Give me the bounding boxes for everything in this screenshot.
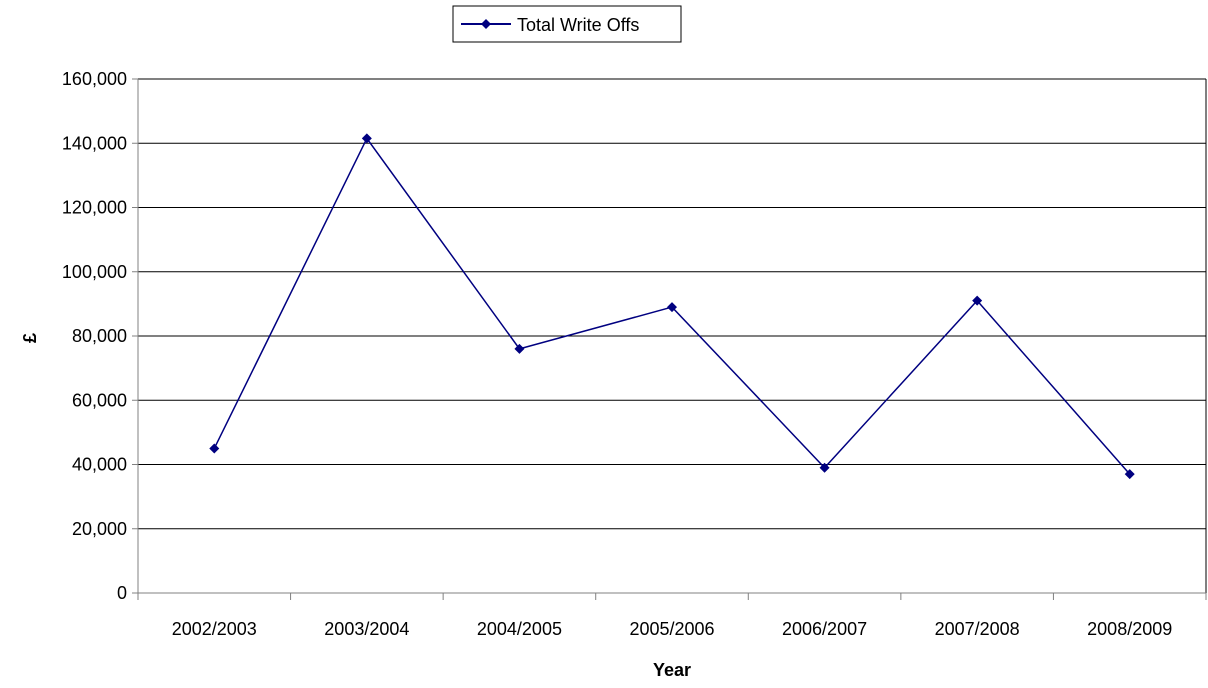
x-tick-label: 2007/2008 [935, 619, 1020, 639]
y-tick-label: 100,000 [62, 262, 127, 282]
x-tick-label: 2004/2005 [477, 619, 562, 639]
gridlines [138, 78, 1206, 530]
legend: Total Write Offs [452, 5, 682, 43]
y-tick-label: 40,000 [72, 455, 127, 475]
axes [132, 78, 1207, 600]
y-tick-label: 60,000 [72, 390, 127, 410]
data-point-marker [972, 295, 983, 306]
y-tick-label: 140,000 [62, 133, 127, 153]
x-axis-title: Year [653, 660, 691, 680]
x-tick-label: 2006/2007 [782, 619, 867, 639]
x-tick-label: 2008/2009 [1087, 619, 1172, 639]
data-point-marker [667, 302, 677, 313]
x-tick-label: 2005/2006 [629, 619, 714, 639]
x-tick-labels: 2002/2003 2003/2004 2004/2005 2005/2006 2006… [172, 619, 1173, 639]
y-tick-label: 20,000 [72, 519, 127, 539]
y-axis-title: £ [20, 333, 40, 343]
data-point-marker [1124, 469, 1135, 480]
data-point-marker [819, 462, 830, 473]
data-point-marker [514, 343, 525, 354]
y-tick-label: 160,000 [62, 69, 127, 89]
y-tick-label: 120,000 [62, 198, 127, 218]
data-point-marker [209, 443, 220, 454]
legend-swatch-marker [481, 19, 491, 29]
data-point-marker [361, 133, 372, 144]
legend-label: Total Write Offs [517, 15, 639, 35]
y-tick-label: 80,000 [72, 326, 127, 346]
series-total-write-offs [209, 133, 1135, 480]
y-tick-labels: 0 20,000 40,000 60,000 80,000 100,000 120,000 1… [62, 69, 127, 603]
x-tick-label: 2002/2003 [172, 619, 257, 639]
x-tick-label: 2003/2004 [324, 619, 409, 639]
y-tick-label: 0 [117, 583, 127, 603]
